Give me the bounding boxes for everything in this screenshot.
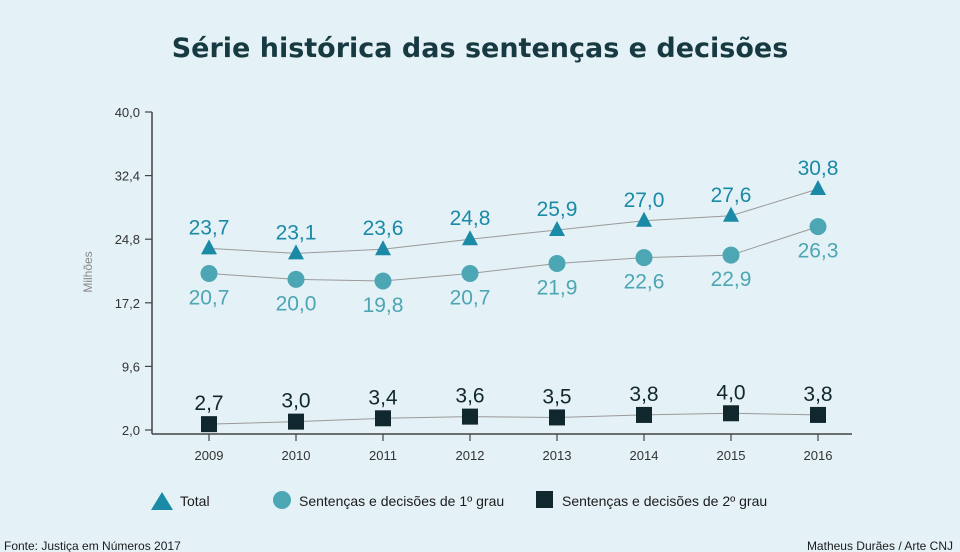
data-point-square xyxy=(636,406,652,423)
data-point-circle xyxy=(461,265,479,283)
data-point-square xyxy=(201,416,217,433)
y-tick-label: 24,8 xyxy=(115,232,140,247)
legend-label-second-degree: Sentenças e decisões de 2º grau xyxy=(562,493,767,509)
data-label: 25,9 xyxy=(537,198,578,221)
x-tick-label: 2015 xyxy=(717,448,746,463)
data-label: 3,8 xyxy=(803,383,832,406)
data-label: 22,6 xyxy=(624,271,665,294)
data-label: 21,9 xyxy=(537,276,578,299)
data-point-square xyxy=(810,406,826,423)
y-tick-label: 9,6 xyxy=(122,359,140,374)
y-axis-label: Milhões xyxy=(81,251,95,292)
data-label: 23,1 xyxy=(276,221,317,244)
data-label: 20,7 xyxy=(189,287,230,310)
legend-item-total: Total xyxy=(151,492,210,510)
y-tick-label: 2,0 xyxy=(122,423,140,438)
data-label: 2,7 xyxy=(194,392,223,415)
plot-area: 23,7 23,1 23,6 24,8 25,9 27,0 27,6 30,8 20,7 20,0… xyxy=(189,157,839,433)
data-point-square xyxy=(375,410,391,427)
x-tick-label: 2010 xyxy=(282,448,311,463)
data-point-triangle xyxy=(549,220,565,236)
credit-note: Matheus Durães / Arte CNJ xyxy=(807,539,953,552)
data-label: 20,0 xyxy=(276,292,317,315)
x-tick-label: 2013 xyxy=(543,448,572,463)
x-ticks: 2009 2010 2011 2012 2013 2014 2015 2016 xyxy=(195,434,833,463)
x-tick-label: 2016 xyxy=(804,448,833,463)
data-point-circle xyxy=(809,218,827,236)
data-label: 19,8 xyxy=(363,294,404,317)
series-circle: 20,7 20,0 19,8 20,7 21,9 22,6 22,9 26,3 xyxy=(189,218,839,317)
data-label: 3,5 xyxy=(542,385,571,408)
series-line xyxy=(208,412,819,425)
x-tick-label: 2009 xyxy=(195,448,224,463)
data-label: 23,7 xyxy=(189,216,230,239)
data-point-circle xyxy=(548,254,566,272)
chart-title: Série histórica das sentenças e decisões xyxy=(172,33,789,64)
data-point-triangle xyxy=(810,179,826,195)
x-tick-label: 2012 xyxy=(456,448,485,463)
data-point-triangle xyxy=(288,244,304,260)
data-label: 4,0 xyxy=(716,381,745,404)
legend-square-marker xyxy=(536,491,553,508)
data-label: 26,3 xyxy=(798,240,839,263)
data-point-square xyxy=(462,408,478,425)
data-label: 30,8 xyxy=(798,157,839,180)
data-label: 3,6 xyxy=(455,385,484,408)
data-point-triangle xyxy=(462,230,478,246)
data-point-circle xyxy=(722,246,740,264)
data-point-square xyxy=(723,405,739,422)
data-label: 3,0 xyxy=(281,390,310,413)
x-tick-label: 2011 xyxy=(369,448,397,463)
x-tick-label: 2014 xyxy=(630,448,659,463)
series-line xyxy=(208,188,819,254)
y-tick-label: 40,0 xyxy=(115,105,140,120)
data-point-circle xyxy=(287,270,305,288)
legend-label-total: Total xyxy=(180,493,210,509)
legend-triangle-marker xyxy=(151,492,173,510)
data-point-circle xyxy=(635,249,653,267)
y-axis: 40,0 32,4 24,8 17,2 9,6 2,0 Milhões xyxy=(81,105,153,438)
data-point-triangle xyxy=(375,240,391,256)
data-label: 20,7 xyxy=(450,287,491,310)
data-point-square xyxy=(288,413,304,430)
data-label: 27,0 xyxy=(624,189,665,212)
series-square: 2,7 3,0 3,4 3,6 3,5 3,8 4,0 3,8 xyxy=(194,381,833,433)
data-point-circle xyxy=(200,265,218,283)
data-label: 22,9 xyxy=(711,268,752,291)
y-tick-label: 17,2 xyxy=(115,296,140,311)
data-label: 27,6 xyxy=(711,184,752,207)
data-point-triangle xyxy=(723,206,739,222)
legend-item-second-degree: Sentenças e decisões de 2º grau xyxy=(536,491,767,509)
legend-circle-marker xyxy=(273,491,291,509)
data-label: 23,6 xyxy=(363,217,404,240)
data-point-triangle xyxy=(201,239,217,255)
data-point-triangle xyxy=(636,211,652,227)
legend-item-first-degree: Sentenças e decisões de 1º grau xyxy=(273,491,504,509)
series-triangle: 23,7 23,1 23,6 24,8 25,9 27,0 27,6 30,8 xyxy=(189,157,839,260)
data-point-circle xyxy=(374,272,392,290)
legend: Total Sentenças e decisões de 1º grau Se… xyxy=(151,491,767,510)
y-ticks: 40,0 32,4 24,8 17,2 9,6 2,0 xyxy=(115,105,152,438)
source-note: Fonte: Justiça em Números 2017 xyxy=(4,539,181,552)
data-label: 3,4 xyxy=(368,386,398,409)
data-point-square xyxy=(549,409,565,426)
legend-label-first-degree: Sentenças e decisões de 1º grau xyxy=(299,493,504,509)
x-axis: 2009 2010 2011 2012 2013 2014 2015 2016 xyxy=(152,433,852,463)
series-line xyxy=(208,226,819,282)
data-label: 3,8 xyxy=(629,383,658,406)
y-tick-label: 32,4 xyxy=(115,169,140,184)
data-label: 24,8 xyxy=(450,207,491,230)
